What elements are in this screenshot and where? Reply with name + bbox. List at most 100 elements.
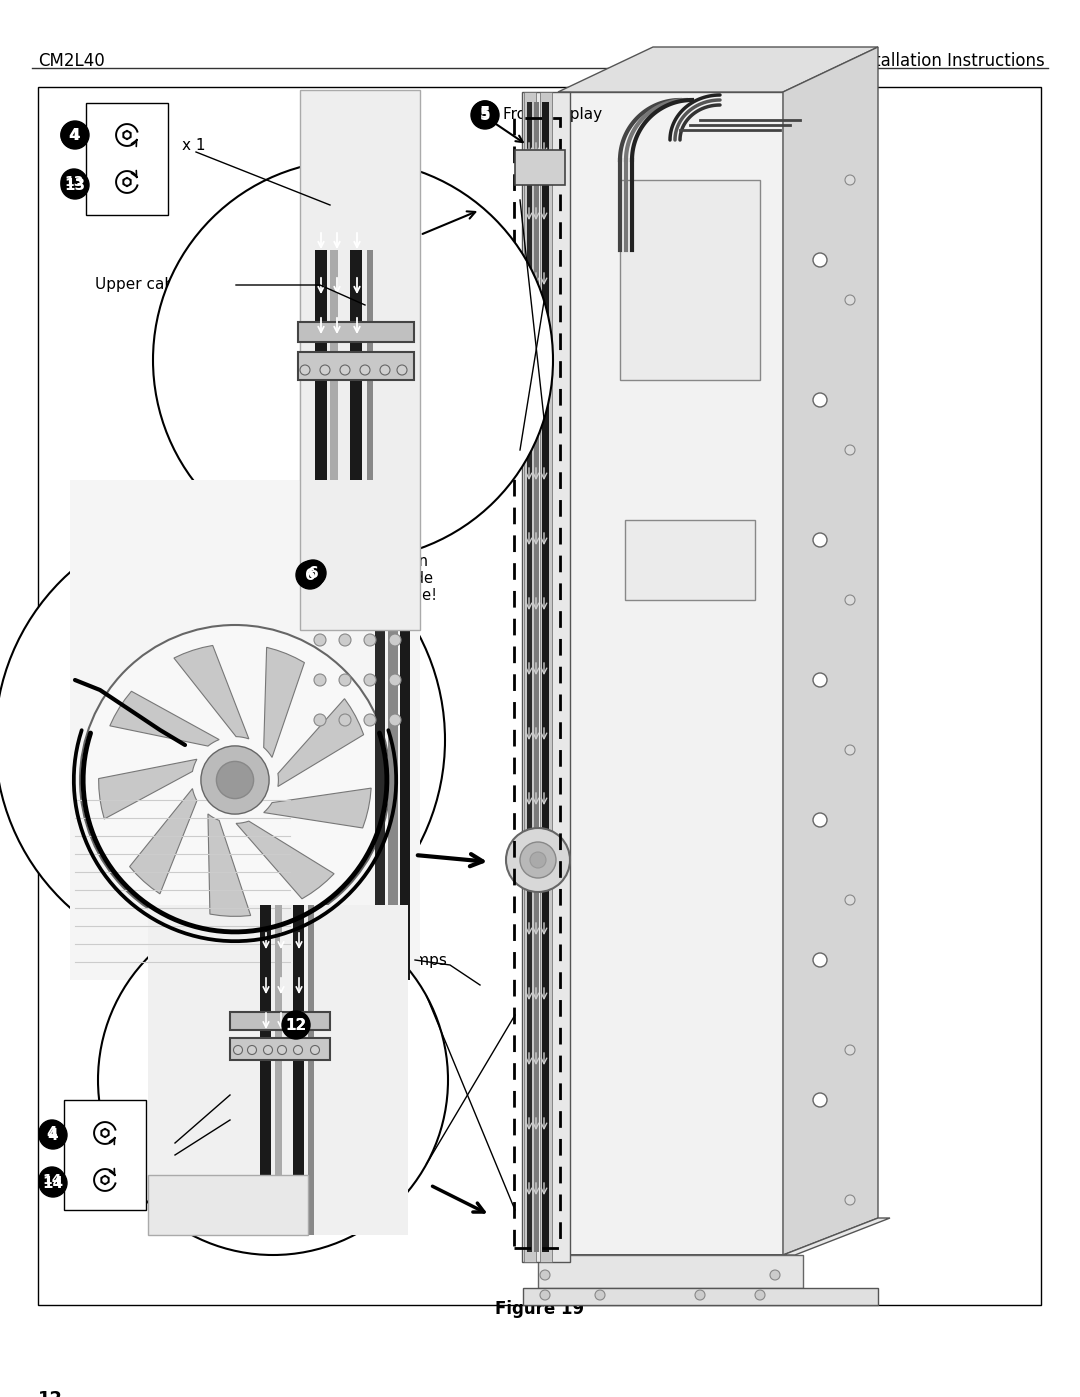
Text: area inside: area inside — [352, 571, 433, 585]
Bar — [527, 102, 532, 1252]
Circle shape — [103, 1132, 107, 1136]
Circle shape — [755, 1289, 765, 1301]
Bar — [350, 250, 362, 481]
Text: 4: 4 — [70, 127, 80, 142]
Circle shape — [845, 175, 855, 184]
Bar — [514, 117, 561, 1248]
Bar — [148, 905, 408, 1235]
Polygon shape — [264, 788, 372, 828]
Text: Figure 19: Figure 19 — [496, 1301, 584, 1317]
Circle shape — [813, 393, 827, 407]
Polygon shape — [523, 1288, 878, 1305]
Text: dotted line!: dotted line! — [352, 588, 437, 604]
Text: 6: 6 — [308, 566, 319, 581]
Bar — [230, 1011, 330, 1030]
Bar — [315, 250, 327, 481]
Polygon shape — [100, 1175, 109, 1185]
Circle shape — [595, 1289, 605, 1301]
Circle shape — [98, 905, 448, 1255]
Bar — [388, 469, 399, 981]
Circle shape — [278, 1045, 286, 1055]
Polygon shape — [278, 698, 364, 787]
Circle shape — [60, 122, 89, 149]
Bar — [558, 92, 783, 1255]
Polygon shape — [264, 647, 305, 757]
Bar — [230, 1038, 330, 1060]
Bar — [400, 469, 410, 981]
Bar — [367, 250, 373, 481]
Circle shape — [845, 1045, 855, 1055]
Circle shape — [340, 365, 350, 374]
Bar — [38, 87, 1041, 1305]
Circle shape — [314, 714, 326, 726]
Circle shape — [60, 122, 87, 148]
Circle shape — [389, 634, 401, 645]
Bar — [522, 92, 570, 1261]
Text: Upper cable clamp: Upper cable clamp — [95, 278, 240, 292]
Circle shape — [696, 1289, 705, 1301]
Circle shape — [845, 1194, 855, 1206]
Circle shape — [813, 813, 827, 827]
Circle shape — [39, 1120, 67, 1148]
Polygon shape — [174, 645, 248, 739]
Text: Do NOT: Do NOT — [352, 520, 415, 535]
Text: 14: 14 — [42, 1173, 62, 1187]
Circle shape — [300, 560, 326, 585]
Text: ties within: ties within — [352, 555, 428, 569]
Polygon shape — [123, 130, 131, 140]
Text: 12: 12 — [38, 1390, 63, 1397]
Circle shape — [507, 828, 570, 893]
Circle shape — [233, 1045, 243, 1055]
Circle shape — [314, 673, 326, 686]
Circle shape — [125, 133, 130, 137]
Text: 6: 6 — [305, 567, 315, 583]
Circle shape — [39, 1166, 65, 1193]
Circle shape — [39, 1120, 65, 1146]
Text: x 1: x 1 — [183, 137, 205, 152]
Polygon shape — [208, 814, 251, 916]
Text: Lower cable clamps: Lower cable clamps — [295, 953, 447, 968]
Polygon shape — [130, 788, 197, 894]
Circle shape — [380, 365, 390, 374]
Bar — [625, 520, 755, 599]
Polygon shape — [546, 1218, 890, 1255]
Text: Installation Instructions: Installation Instructions — [850, 52, 1045, 70]
Text: 13: 13 — [65, 175, 83, 189]
Text: use cable: use cable — [352, 536, 422, 552]
Circle shape — [540, 1289, 550, 1301]
Circle shape — [311, 1045, 320, 1055]
Bar — [298, 321, 414, 342]
Circle shape — [125, 180, 130, 184]
Circle shape — [264, 1045, 272, 1055]
Circle shape — [339, 634, 351, 645]
Bar — [148, 1175, 308, 1235]
Text: 14: 14 — [42, 1175, 64, 1190]
Bar — [524, 92, 536, 1261]
Polygon shape — [110, 692, 219, 746]
Circle shape — [845, 595, 855, 605]
Text: 4: 4 — [46, 1126, 57, 1140]
Circle shape — [216, 761, 254, 799]
Bar — [540, 92, 552, 1261]
Bar — [298, 352, 414, 380]
Circle shape — [364, 634, 376, 645]
Bar — [330, 250, 338, 481]
Circle shape — [519, 842, 556, 877]
Circle shape — [389, 673, 401, 686]
Circle shape — [471, 101, 499, 129]
Circle shape — [247, 1045, 257, 1055]
Polygon shape — [237, 821, 334, 898]
Circle shape — [845, 745, 855, 754]
Bar — [260, 905, 271, 1235]
Bar — [300, 89, 420, 630]
Circle shape — [314, 634, 326, 645]
Bar — [293, 905, 303, 1235]
Circle shape — [770, 1270, 780, 1280]
Polygon shape — [783, 47, 878, 1255]
Circle shape — [339, 673, 351, 686]
Bar — [70, 481, 420, 981]
Circle shape — [282, 1011, 310, 1039]
Bar — [308, 905, 314, 1235]
Circle shape — [60, 170, 89, 198]
Polygon shape — [538, 1255, 804, 1288]
